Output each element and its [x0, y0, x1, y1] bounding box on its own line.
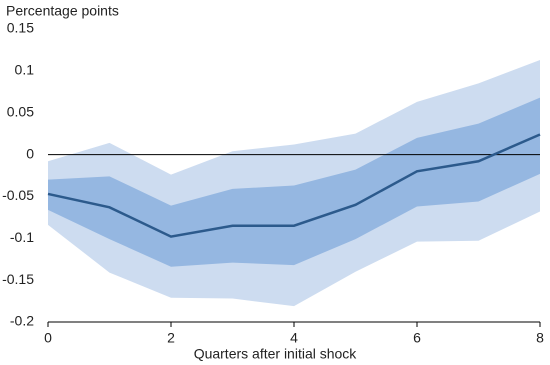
y-axis-label: Percentage points: [6, 3, 119, 19]
x-tick-label: 6: [413, 330, 421, 346]
x-axis-label: Quarters after initial shock: [194, 346, 358, 362]
y-tick-label: -0.1: [10, 229, 34, 245]
x-tick-label: 4: [290, 330, 298, 346]
confidence-band: [48, 97, 540, 267]
line: [47, 133, 541, 238]
y-tick-label: 0.1: [15, 62, 35, 78]
x-tick-label: 0: [44, 330, 52, 346]
y-tick-label: -0.15: [2, 271, 34, 287]
y-tick-label: 0.05: [7, 103, 34, 119]
y-tick-label: 0.15: [7, 20, 34, 36]
y-tick-label: -0.05: [2, 187, 34, 203]
x-tick-label: 8: [536, 330, 544, 346]
x-tick-label: 2: [167, 330, 175, 346]
y-tick-label: -0.2: [10, 313, 34, 329]
y-tick-label: 0: [26, 145, 34, 161]
